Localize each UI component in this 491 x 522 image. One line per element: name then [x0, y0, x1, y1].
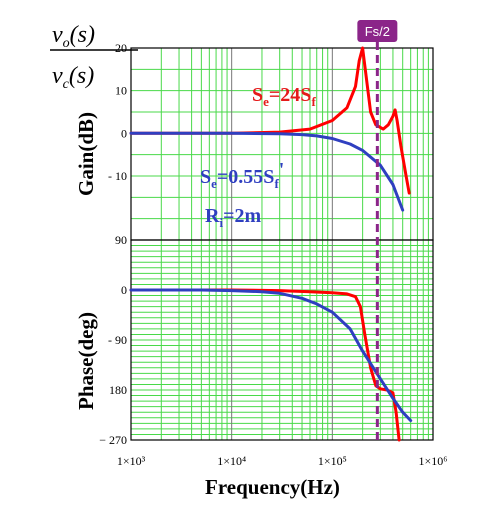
y-tick-label: 180	[109, 383, 127, 397]
series-line-1	[129, 288, 413, 423]
gain-panel: 20 10 0 - 10	[108, 41, 434, 241]
series-line-0	[129, 46, 411, 195]
phase-panel: 90 0 - 90 180 − 270 1×10³ 1×10⁴ 1×10⁵ 1×10⁶	[99, 233, 447, 468]
fs2-label: Fs/2	[365, 24, 390, 39]
annotation-se-055sf: Se=0.55Sf'	[200, 159, 284, 191]
y-tick-label: - 90	[108, 333, 127, 347]
y-tick-label: 90	[115, 233, 127, 247]
frequency-axis-label: Frequency(Hz)	[205, 475, 340, 499]
phase-axis-label: Phase(deg)	[74, 312, 98, 410]
gain-axis-label: Gain(dB)	[74, 112, 98, 196]
annotation-se-24sf-text: Se=24Sf	[252, 84, 316, 109]
y-tick-label: 20	[115, 41, 127, 55]
annotation-ri-2m: Ri=2m	[205, 205, 261, 230]
y-tick-label: - 10	[108, 169, 127, 183]
fraction-denominator: vc(s)	[52, 63, 94, 92]
panel-frame	[130, 47, 434, 241]
series-line-1	[129, 131, 405, 212]
y-tick-label: 0	[121, 126, 127, 140]
transfer-function-label: vo(s) vc(s)	[50, 22, 138, 92]
y-tick-label: − 270	[99, 433, 127, 447]
panel-frame	[130, 239, 434, 441]
y-tick-label: 0	[121, 283, 127, 297]
annotation-ri-2m-text: Ri=2m	[205, 205, 261, 230]
annotation-se-24sf: Se=24Sf	[252, 84, 316, 109]
fs2-label-box	[357, 20, 398, 42]
x-tick-label: 1×10⁵	[318, 454, 347, 468]
annotation-se-055sf-text: Se=0.55Sf'	[200, 159, 284, 191]
x-tick-label: 1×10⁶	[419, 454, 448, 468]
y-tick-label: 10	[115, 84, 127, 98]
fraction-numerator: vo(s)	[52, 22, 95, 51]
x-tick-label: 1×10³	[117, 454, 146, 468]
fs2-marker: Fs/2	[357, 20, 398, 440]
x-tick-label: 1×10⁴	[217, 454, 246, 468]
